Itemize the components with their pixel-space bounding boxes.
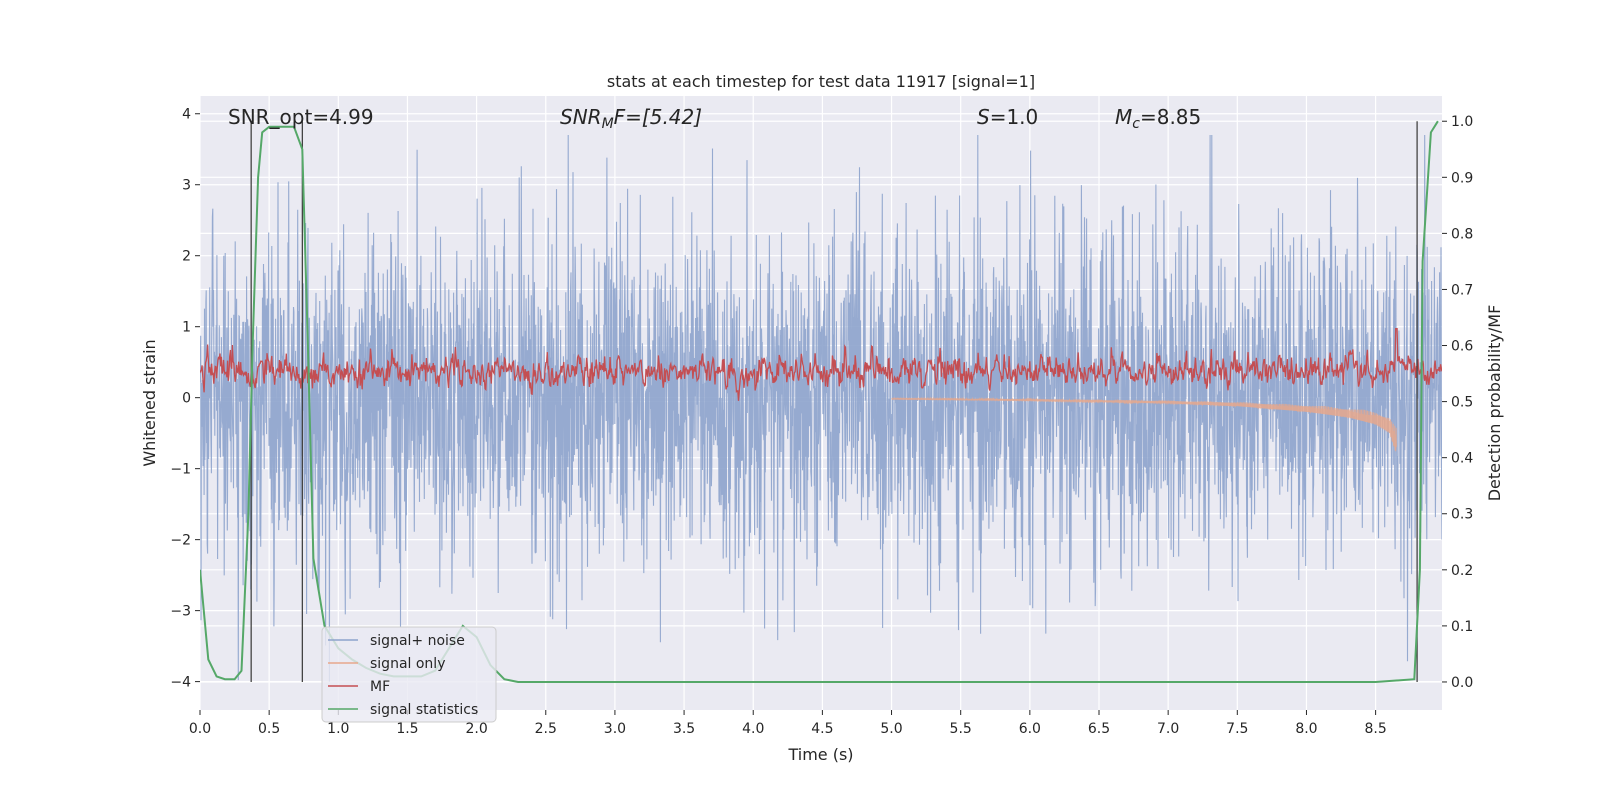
y-ticks-left: 4 3 2 1 0 −1 −2 −3 −4 — [170, 107, 200, 691]
chart-title: stats at each timestep for test data 119… — [607, 72, 1035, 91]
x-tick-label: 4.5 — [811, 721, 833, 737]
y-axis-label-left: Whitened strain — [140, 339, 159, 466]
x-ticks: 0.0 0.5 1.0 1.5 2.0 2.5 3.0 3.5 4.0 4.5 5.0 5.5 6.0 6… — [189, 710, 1387, 737]
y-tick-label: 4 — [182, 107, 191, 123]
x-tick-label: 3.0 — [604, 721, 626, 737]
x-tick-label: 6.5 — [1088, 721, 1110, 737]
y-axis-label-right: Detection probability/MF — [1485, 305, 1504, 502]
y2-tick-label: 0.5 — [1451, 395, 1473, 411]
annotation-mc: Mc=8.85 — [1115, 105, 1201, 132]
legend-label-mf: MF — [370, 679, 390, 695]
y2-tick-label: 1.0 — [1451, 114, 1473, 130]
series-signal-only — [891, 396, 1397, 452]
y2-tick-label: 0.6 — [1451, 339, 1473, 355]
y-tick-label: −3 — [170, 604, 191, 620]
y2-tick-label: 0.4 — [1451, 451, 1473, 467]
x-tick-label: 2.5 — [535, 721, 557, 737]
legend-label-signal-statistics: signal statistics — [370, 702, 478, 718]
annotation-snr-opt: SNR_opt=4.99 — [228, 105, 374, 129]
x-tick-label: 5.5 — [950, 721, 972, 737]
annotation-mc-sub: c — [1132, 116, 1140, 132]
y-tick-label: 0 — [182, 391, 191, 407]
annotation-mc-value: =8.85 — [1140, 105, 1201, 129]
y2-tick-label: 0.8 — [1451, 226, 1473, 242]
annotation-snr-mf-sub: M — [602, 116, 614, 132]
x-tick-label: 0.0 — [189, 721, 211, 737]
y2-tick-label: 0.3 — [1451, 507, 1473, 523]
annotation-snr-mf: SNRMF=[5.42] — [560, 105, 702, 132]
y-ticks-right: 1.0 0.9 0.8 0.7 0.6 0.5 0.4 0.3 0.2 0.1 0.0 — [1442, 114, 1473, 691]
x-tick-label: 1.5 — [396, 721, 418, 737]
annotation-s-value: =1.0 — [990, 105, 1039, 129]
legend: signal+ noise signal only MF signal stat… — [321, 626, 497, 723]
x-tick-label: 7.5 — [1226, 721, 1248, 737]
x-tick-label: 7.0 — [1157, 721, 1179, 737]
x-tick-label: 5.0 — [880, 721, 902, 737]
annotation-s-symbol: S — [977, 105, 990, 129]
y2-tick-label: 0.7 — [1451, 282, 1473, 298]
y-tick-label: −2 — [170, 533, 191, 549]
y-tick-label: −1 — [170, 462, 191, 478]
x-axis-label: Time (s) — [787, 745, 853, 764]
y-tick-label: −4 — [170, 675, 191, 691]
x-tick-label: 8.5 — [1364, 721, 1386, 737]
x-tick-label: 6.0 — [1019, 721, 1041, 737]
legend-label-signal-only: signal only — [370, 656, 445, 672]
annotation-snr-mf-symbol: SNR — [560, 105, 602, 129]
annotation-snr-mf-value: F=[5.42] — [614, 105, 702, 129]
legend-label-signal-noise: signal+ noise — [370, 633, 465, 649]
series-signal-noise — [200, 134, 1442, 682]
y2-tick-label: 0.9 — [1451, 170, 1473, 186]
series-mf — [200, 328, 1442, 401]
legend-box — [321, 626, 497, 723]
x-tick-label: 1.0 — [327, 721, 349, 737]
x-tick-label: 2.0 — [465, 721, 487, 737]
annotation-s: S=1.0 — [977, 105, 1038, 129]
x-tick-label: 4.0 — [742, 721, 764, 737]
annotation-mc-symbol: M — [1115, 105, 1132, 129]
y2-tick-label: 0.2 — [1451, 563, 1473, 579]
x-tick-label: 8.0 — [1295, 721, 1317, 737]
y-tick-label: 1 — [182, 320, 191, 336]
y-tick-label: 3 — [182, 178, 191, 194]
x-tick-label: 3.5 — [673, 721, 695, 737]
x-tick-label: 0.5 — [258, 721, 280, 737]
y2-tick-label: 0.1 — [1451, 619, 1473, 635]
y-tick-label: 2 — [182, 249, 191, 265]
y2-tick-label: 0.0 — [1451, 675, 1473, 691]
